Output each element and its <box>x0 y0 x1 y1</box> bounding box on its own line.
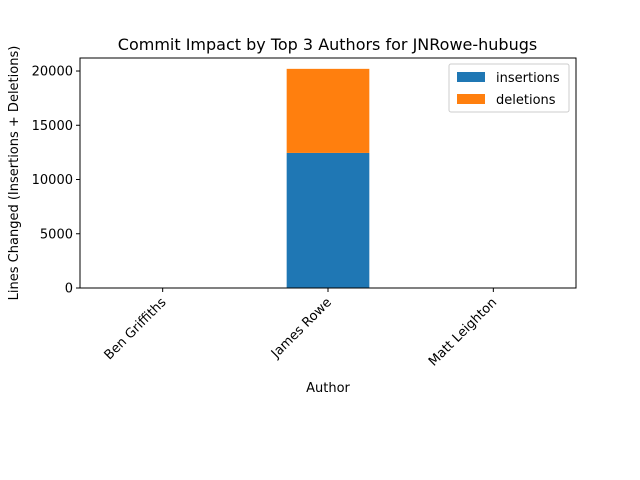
legend-label-insertions: insertions <box>496 71 560 86</box>
y-axis-label: Lines Changed (Insertions + Deletions) <box>7 46 22 301</box>
y-tick-label: 0 <box>65 282 73 297</box>
x-tick-label: Ben Griffiths <box>102 295 170 363</box>
x-axis: Ben Griffiths James Rowe Matt Leighton <box>102 288 500 369</box>
bars-group <box>286 68 370 288</box>
legend: insertions deletions <box>448 63 570 113</box>
legend-swatch-deletions <box>457 94 485 104</box>
y-tick-label: 15000 <box>32 119 73 134</box>
y-tick-label: 5000 <box>40 227 73 242</box>
legend-swatch-insertions <box>457 72 485 82</box>
x-tick-label: Matt Leighton <box>426 295 500 369</box>
x-axis-label: Author <box>306 381 350 396</box>
x-tick-label: James Rowe <box>268 295 335 362</box>
plot-frame <box>79 57 577 289</box>
bar-insertions <box>286 152 370 288</box>
y-tick-label: 20000 <box>32 65 73 80</box>
chart-title: Commit Impact by Top 3 Authors for JNRow… <box>118 35 537 54</box>
legend-label-deletions: deletions <box>496 93 556 108</box>
bar-deletions <box>286 68 370 153</box>
y-axis: 0 5000 10000 15000 20000 <box>32 65 80 297</box>
y-tick-label: 10000 <box>32 173 73 188</box>
